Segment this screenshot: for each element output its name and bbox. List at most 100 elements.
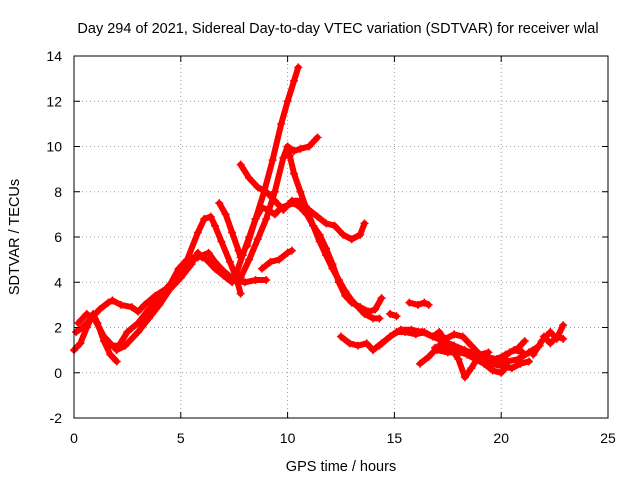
data-point [418, 328, 427, 337]
data-point [225, 257, 234, 266]
data-point [134, 307, 143, 316]
data-point [174, 264, 183, 273]
data-point [144, 314, 153, 323]
data-point [377, 294, 386, 303]
data-point [309, 221, 318, 230]
data-point [337, 332, 345, 341]
data-point [283, 142, 292, 151]
data-point [405, 298, 414, 307]
y-tick-label: 12 [46, 93, 62, 109]
data-point [345, 339, 354, 348]
data-point [546, 328, 555, 337]
data-point [264, 205, 273, 214]
data-point [347, 235, 356, 244]
data-point [210, 264, 219, 273]
data-point [356, 230, 365, 239]
series-arc-10 [243, 63, 303, 251]
data-point [176, 273, 185, 282]
x-tick-label: 10 [280, 430, 296, 446]
data-point [106, 350, 115, 359]
x-tick-label: 5 [177, 430, 185, 446]
data-point [268, 156, 277, 165]
data-point [296, 144, 305, 153]
data-point [529, 350, 538, 359]
data-point [206, 212, 215, 221]
data-point [497, 355, 506, 364]
data-point [262, 275, 271, 284]
data-point [362, 339, 371, 348]
data-point [134, 328, 143, 337]
data-point [277, 119, 286, 128]
y-tick-label: 8 [54, 184, 62, 200]
data-point [144, 305, 153, 314]
data-point [294, 63, 303, 72]
data-point [334, 278, 343, 287]
data-point [290, 76, 299, 85]
data-point [375, 341, 384, 350]
data-point [121, 341, 130, 350]
x-axis-ticks: 0 5 10 15 20 25 [70, 56, 616, 446]
data-point [364, 307, 373, 316]
data-point [445, 343, 454, 352]
data-point [559, 321, 568, 330]
y-tick-label: 14 [46, 48, 62, 64]
data-point [339, 230, 348, 239]
x-tick-label: 25 [600, 430, 616, 446]
data-point [287, 246, 296, 255]
x-tick-label: 0 [70, 430, 78, 446]
x-axis-label: GPS time / hours [286, 459, 396, 475]
data-point [315, 230, 324, 239]
data-point [134, 318, 143, 327]
data-point [428, 332, 437, 341]
data-point [341, 291, 350, 300]
data-point [392, 312, 401, 321]
data-point [407, 325, 416, 334]
series-line [540, 333, 567, 347]
data-point [200, 214, 209, 223]
data-point [322, 219, 331, 228]
series-line [73, 213, 244, 335]
data-point [82, 309, 91, 318]
data-point [328, 260, 337, 269]
data-point [424, 352, 433, 361]
x-tick-label: 20 [493, 430, 509, 446]
data-point [240, 278, 249, 287]
x-tick-label: 15 [387, 430, 403, 446]
data-point [516, 359, 525, 368]
data-point [76, 339, 85, 348]
data-point [102, 334, 111, 343]
data-point [287, 196, 296, 205]
data-point [371, 305, 380, 314]
data-point [416, 359, 425, 368]
data-point [467, 341, 476, 350]
y-tick-label: 10 [46, 139, 62, 155]
data-point [112, 357, 121, 366]
chart-title: Day 294 of 2021, Sidereal Day-to-day VTE… [77, 21, 598, 37]
data-point [95, 305, 104, 314]
data-point [275, 255, 284, 264]
data-point [290, 169, 299, 178]
data-point [228, 228, 237, 237]
series-arc-23 [539, 332, 568, 348]
data-point [480, 352, 489, 361]
data-point [283, 97, 292, 106]
data-point [279, 205, 288, 214]
data-point [185, 255, 194, 264]
data-point [420, 298, 429, 307]
data-point [257, 264, 266, 273]
data-point [215, 199, 224, 208]
data-point [458, 332, 467, 341]
y-tick-label: -2 [50, 410, 63, 426]
data-point [270, 196, 279, 205]
data-point [304, 142, 313, 151]
data-point [262, 214, 271, 223]
data-point [484, 348, 493, 357]
data-point [285, 151, 294, 160]
data-point [82, 323, 91, 332]
data-point [480, 359, 489, 368]
data-point [251, 214, 260, 223]
data-point [266, 257, 275, 266]
series-arc-12 [283, 133, 322, 156]
data-point [104, 298, 113, 307]
